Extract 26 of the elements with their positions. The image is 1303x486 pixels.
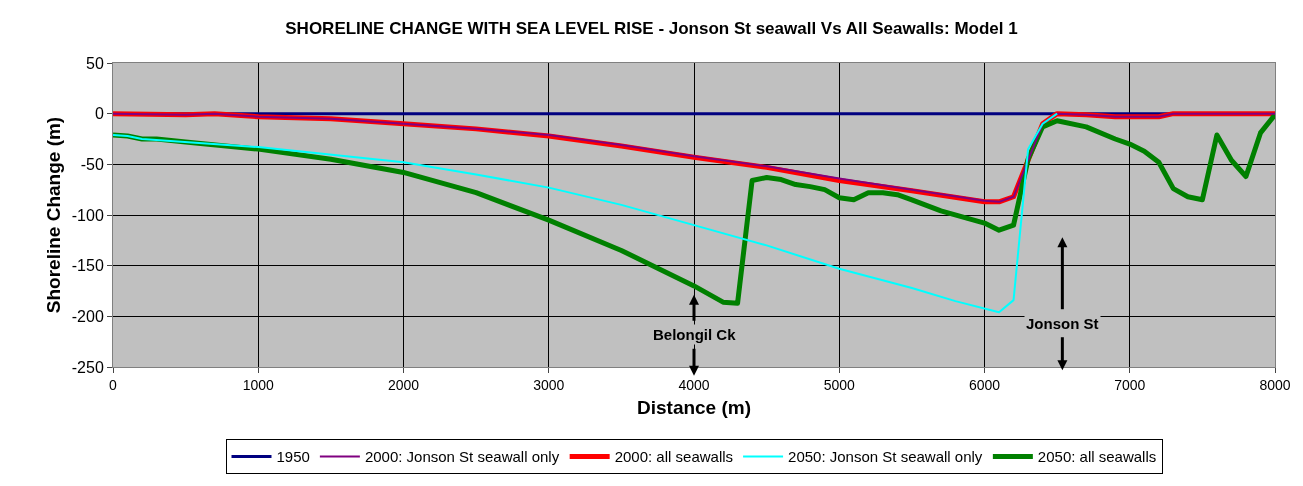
y-tick-label: -100 — [71, 206, 104, 224]
y-tick-label: -50 — [80, 155, 104, 173]
y-tick-label: -200 — [71, 307, 104, 325]
legend-label: 2050: Jonson St seawall only — [788, 448, 983, 466]
legend-label: 1950 — [276, 448, 310, 466]
annotation: Jonson St — [1026, 315, 1099, 332]
x-tick-label: 4000 — [678, 376, 710, 393]
legend-label: 2000: Jonson St seawall only — [364, 448, 560, 466]
chart-title: SHORELINE CHANGE WITH SEA LEVEL RISE - Jonson St seawall Vs All Seawalls: Model 1 — [285, 18, 1018, 38]
x-tick-label: 7000 — [1114, 376, 1146, 393]
y-tick-label: 0 — [94, 105, 104, 123]
legend-label: 2000: all seawalls — [614, 448, 734, 466]
x-tick-label: 2000 — [387, 376, 420, 393]
y-tick-label: -250 — [71, 358, 104, 376]
x-tick-label: 0 — [109, 376, 118, 393]
x-tick-label: 8000 — [1259, 376, 1291, 393]
x-axis-title: Distance (m) — [636, 396, 752, 418]
x-tick-label: 6000 — [968, 376, 1001, 393]
y-tick-label: 50 — [86, 54, 104, 72]
x-tick-label: 1000 — [242, 376, 275, 393]
y-tick-label: -150 — [71, 257, 104, 275]
legend-label: 2050: all seawalls — [1037, 448, 1157, 466]
y-axis-title: Shoreline Change (m) — [42, 116, 64, 314]
x-tick-label: 5000 — [823, 376, 856, 393]
annotation: Belongil Ck — [653, 326, 737, 343]
x-tick-label: 3000 — [533, 376, 565, 393]
